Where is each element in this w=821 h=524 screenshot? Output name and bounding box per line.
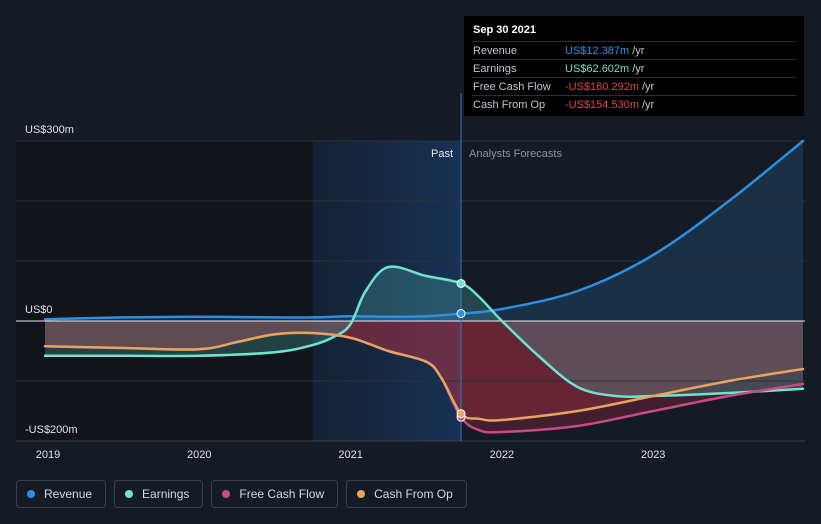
highlight-band (312, 141, 462, 441)
legend-label: Revenue (44, 487, 93, 501)
marker-earnings (456, 278, 466, 288)
tooltip-date: Sep 30 2021 (473, 24, 536, 36)
tooltip-value: US$62.602m (565, 62, 630, 75)
legend-label: Earnings (142, 487, 190, 501)
tooltip-label: Free Cash Flow (473, 80, 551, 93)
past-label: Past (431, 148, 453, 160)
x-tick-label: 2021 (338, 449, 362, 461)
legend-label: Free Cash Flow (239, 487, 325, 501)
y-axis-label: US$0 (25, 304, 53, 316)
line-revenue (43, 139, 805, 321)
revenue-dot-icon (27, 490, 35, 498)
tooltip-label: Earnings (473, 62, 517, 75)
tooltip-row-revenue: Revenue US$12.387m /yr (472, 41, 796, 59)
tooltip-value: -US$154.530m (565, 98, 639, 111)
legend-label: Cash From Op (374, 487, 453, 501)
earnings-dot-icon (125, 490, 134, 498)
tooltip-label: Revenue (473, 44, 518, 57)
line-cash-from-op (43, 331, 805, 422)
x-tick-label: 2020 (187, 449, 211, 461)
legend-item-cash-from-op[interactable]: Cash From Op (346, 480, 467, 508)
line-earnings (43, 265, 805, 399)
cash-from-op-dot-icon (357, 490, 366, 498)
tooltip-row-earnings: Earnings US$62.602m /yr (472, 59, 796, 77)
tooltip: Sep 30 2021 Revenue US$12.387m /yr Earni… (464, 16, 804, 116)
area-earnings (45, 266, 803, 397)
legend-item-revenue[interactable]: Revenue (16, 480, 107, 508)
tooltip-value: US$12.387m (565, 44, 630, 57)
tooltip-row-cash-from-op: Cash From Op -US$154.530m /yr (472, 95, 796, 113)
y-axis-label: -US$200m (25, 424, 78, 436)
area-revenue (45, 141, 803, 321)
legend: Revenue Earnings Free Cash Flow Cash Fro… (16, 480, 467, 510)
y-axis-label: US$300m (25, 124, 74, 136)
tooltip-value: -US$160.292m (565, 80, 639, 93)
tooltip-unit: /yr (642, 80, 655, 93)
forecast-label: Analysts Forecasts (469, 148, 562, 160)
marker-cash-from-op (456, 409, 466, 419)
legend-item-earnings[interactable]: Earnings (114, 480, 204, 508)
tooltip-row-free-cash-flow: Free Cash Flow -US$160.292m /yr (472, 77, 796, 95)
x-tick-label: 2023 (641, 449, 665, 461)
marker-revenue (456, 309, 466, 319)
tooltip-unit: /yr (632, 44, 645, 57)
tooltip-label: Cash From Op (473, 98, 546, 111)
tooltip-unit: /yr (632, 62, 645, 75)
legend-item-free-cash-flow[interactable]: Free Cash Flow (211, 480, 339, 508)
x-tick-label: 2019 (36, 449, 60, 461)
x-tick-label: 2022 (490, 449, 514, 461)
free-cash-flow-dot-icon (222, 490, 231, 498)
tooltip-unit: /yr (642, 98, 655, 111)
